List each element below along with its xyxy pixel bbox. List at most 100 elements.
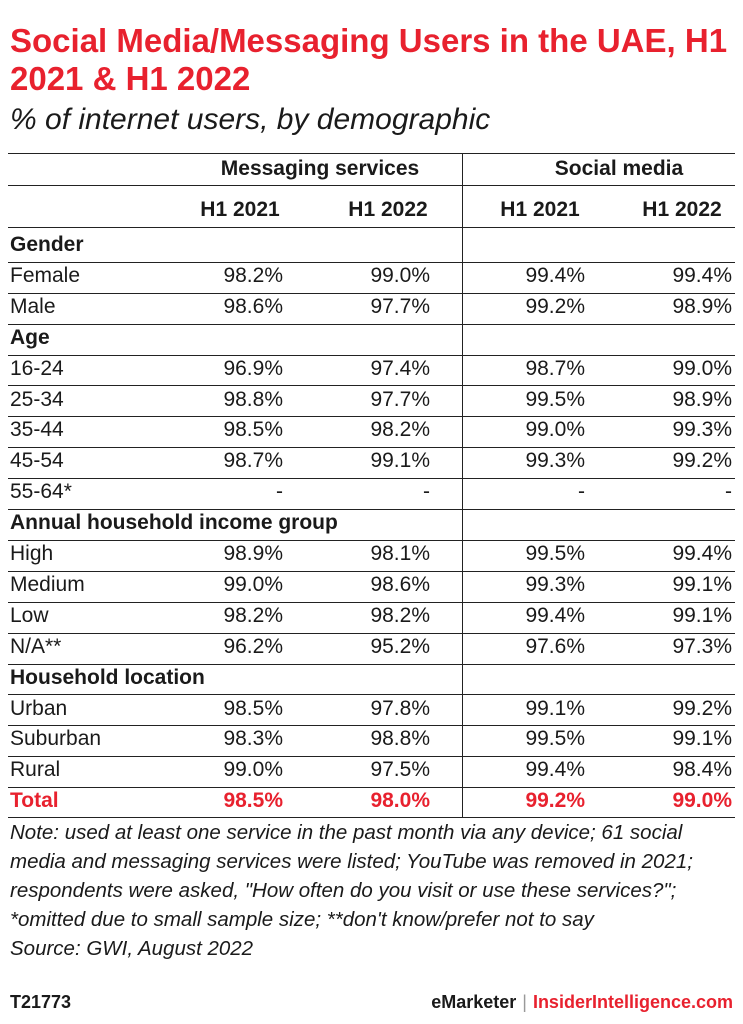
row-label: Rural: [10, 758, 61, 782]
table-cell-value: 99.0%: [223, 572, 283, 596]
table-cell-value: 98.2%: [370, 418, 430, 442]
row-label: 16-24: [10, 356, 64, 380]
row-rule: [8, 633, 735, 634]
chart-id: T21773: [10, 992, 72, 1012]
row-rule: [8, 540, 735, 541]
row-label: High: [10, 542, 54, 565]
table-cell-value: 99.1%: [370, 449, 430, 473]
table-cell-value: 96.9%: [223, 356, 283, 380]
brand-insider-intelligence[interactable]: InsiderIntelligence.com: [532, 992, 733, 1012]
brand-separator: |: [522, 992, 527, 1012]
table-cell-value: 99.2%: [672, 449, 732, 473]
table-cell-value: 98.8%: [370, 727, 430, 751]
total-value: 99.2%: [525, 789, 585, 813]
column-header: H1 2022: [642, 198, 722, 221]
row-label: Low: [10, 603, 49, 627]
table-cell-value: 99.0%: [525, 418, 585, 442]
row-rule: [8, 602, 735, 603]
table-top-rule: [8, 153, 735, 154]
row-rule: [8, 355, 735, 356]
section-rule: [8, 664, 735, 665]
table-cell-value: 99.1%: [672, 603, 732, 627]
table-cell-value: 99.3%: [525, 572, 585, 596]
table-cell-value: 98.9%: [223, 542, 283, 565]
table-cell-value: 98.2%: [223, 263, 283, 287]
brand-emarketer: eMarketer: [431, 992, 517, 1012]
column-group-divider: [462, 153, 463, 818]
total-label: Total: [10, 789, 59, 813]
table-cell-value: 98.8%: [223, 387, 283, 411]
table-cell-value: 97.5%: [370, 758, 430, 782]
column-header: H1 2022: [348, 198, 428, 221]
table-cell-value: 99.2%: [672, 696, 732, 720]
table-cell-value: 98.6%: [223, 294, 283, 318]
row-label: Medium: [10, 572, 85, 596]
table-cell-value: 99.4%: [525, 758, 585, 782]
table-bottom-rule: [8, 817, 735, 818]
table-cell-value: 99.4%: [672, 542, 732, 565]
table-cell-value: 99.3%: [672, 418, 732, 442]
total-value: 99.0%: [672, 789, 732, 813]
table-cell-value: 99.5%: [525, 542, 585, 565]
chart-subtitle: % of internet users, by demographic: [10, 103, 491, 136]
table-cell-value: 99.4%: [525, 263, 585, 287]
table-cell-value: 99.1%: [672, 727, 732, 751]
table-cell-value: -: [276, 480, 283, 504]
table-cell-value: 96.2%: [223, 634, 283, 658]
table-cell-value: 97.4%: [370, 356, 430, 380]
table-cell-value: 99.1%: [525, 696, 585, 720]
table-cell-value: 97.3%: [672, 634, 732, 658]
section-header: Age: [10, 325, 50, 349]
row-label: 55-64*: [10, 480, 72, 504]
table-cell-value: 98.5%: [223, 696, 283, 720]
table-cell-value: 99.4%: [672, 263, 732, 287]
brand-footer[interactable]: eMarketer | InsiderIntelligence.com: [431, 992, 733, 1013]
table-cell-value: 97.8%: [370, 696, 430, 720]
row-rule: [8, 571, 735, 572]
table-cell-value: 98.5%: [223, 418, 283, 442]
section-rule: [8, 509, 735, 510]
row-rule: [8, 725, 735, 726]
column-header-rule: [8, 227, 735, 228]
row-rule: [8, 756, 735, 757]
section-rule: [8, 787, 735, 788]
table-cell-value: 97.6%: [525, 634, 585, 658]
table-cell-value: 99.0%: [223, 758, 283, 782]
table-cell-value: -: [578, 480, 585, 504]
row-rule: [8, 293, 735, 294]
source-text: Source: GWI, August 2022: [10, 937, 254, 960]
row-rule: [8, 478, 735, 479]
table-cell-value: 99.0%: [370, 263, 430, 287]
table-cell-value: -: [725, 480, 732, 504]
table-cell-value: 98.6%: [370, 572, 430, 596]
table-cell-value: 98.1%: [370, 542, 430, 565]
row-label: 25-34: [10, 387, 64, 411]
row-label: N/A**: [10, 634, 62, 658]
row-label: Male: [10, 294, 56, 318]
table-cell-value: 98.7%: [223, 449, 283, 473]
table-cell-value: 99.5%: [525, 387, 585, 411]
row-rule: [8, 262, 735, 263]
table-cell-value: 95.2%: [370, 634, 430, 658]
row-label: Urban: [10, 696, 68, 720]
group-header-rule: [8, 185, 735, 186]
column-group-header: Messaging services: [220, 157, 420, 180]
row-label: Suburban: [10, 727, 102, 751]
table-cell-value: 98.4%: [672, 758, 732, 782]
table-cell-value: 99.4%: [525, 603, 585, 627]
table-cell-value: 98.9%: [672, 387, 732, 411]
table-cell-value: 98.7%: [525, 356, 585, 380]
table-cell-value: 99.0%: [672, 356, 732, 380]
section-header: Annual household income group: [10, 511, 338, 535]
row-rule: [8, 694, 735, 695]
section-header: Household location: [10, 665, 205, 689]
row-label: Female: [10, 263, 81, 287]
row-rule: [8, 385, 735, 386]
section-header: Gender: [10, 233, 84, 256]
note-text: Note: used at least one service in the p…: [10, 821, 693, 931]
row-rule: [8, 416, 735, 417]
total-value: 98.5%: [223, 789, 283, 813]
column-header: H1 2021: [200, 198, 280, 221]
total-value: 98.0%: [370, 789, 430, 813]
section-rule: [8, 324, 735, 325]
